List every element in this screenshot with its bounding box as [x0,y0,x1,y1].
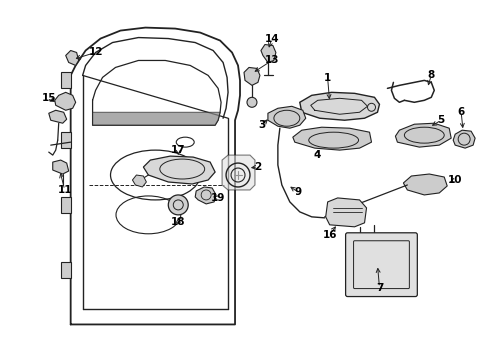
Text: 1: 1 [324,73,331,84]
Polygon shape [61,262,71,278]
Polygon shape [299,92,379,120]
Polygon shape [403,174,447,195]
Text: 11: 11 [57,185,72,195]
Polygon shape [53,160,68,174]
Polygon shape [195,187,216,204]
Polygon shape [55,92,76,110]
Polygon shape [222,155,254,190]
Polygon shape [61,197,71,213]
Text: 18: 18 [171,217,185,227]
Polygon shape [267,106,305,128]
Polygon shape [65,50,79,66]
Text: 17: 17 [171,145,185,155]
Polygon shape [292,127,371,150]
Text: 12: 12 [88,48,102,58]
FancyBboxPatch shape [345,233,416,297]
Text: 14: 14 [264,33,279,44]
Polygon shape [395,123,450,147]
Polygon shape [92,112,220,125]
Polygon shape [452,130,474,148]
Text: 16: 16 [322,230,336,240]
Text: 10: 10 [447,175,462,185]
Text: 3: 3 [258,120,265,130]
Text: 8: 8 [427,71,434,80]
Polygon shape [143,156,215,184]
Polygon shape [325,198,366,227]
Text: 15: 15 [41,93,56,103]
Circle shape [168,195,188,215]
Text: 4: 4 [312,150,320,160]
Polygon shape [49,110,66,123]
Polygon shape [244,67,260,85]
Text: 9: 9 [294,187,301,197]
Text: 7: 7 [375,283,383,293]
Polygon shape [261,45,275,62]
Text: 13: 13 [264,55,279,66]
Circle shape [246,97,256,107]
Polygon shape [132,175,146,187]
Polygon shape [61,132,71,148]
Polygon shape [61,72,71,88]
Text: 19: 19 [210,193,225,203]
Text: 6: 6 [457,107,464,117]
Text: 2: 2 [254,162,261,172]
Text: 5: 5 [437,115,444,125]
